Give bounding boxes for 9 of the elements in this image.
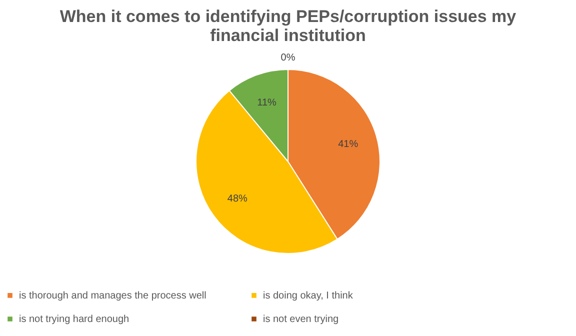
legend-label: is thorough and manages the process well xyxy=(19,290,206,302)
data-label: 41% xyxy=(338,139,358,150)
legend-label: is not even trying xyxy=(263,314,339,325)
data-label: 11% xyxy=(257,98,277,109)
data-label: 48% xyxy=(227,193,248,204)
text: 0% xyxy=(280,52,296,64)
chart-title: When it comes to identifying PEPs/corruption issues my financial institution xyxy=(60,7,517,45)
legend-label: is not trying hard enough xyxy=(19,314,130,325)
legend-label: is doing okay, I think xyxy=(263,290,354,302)
